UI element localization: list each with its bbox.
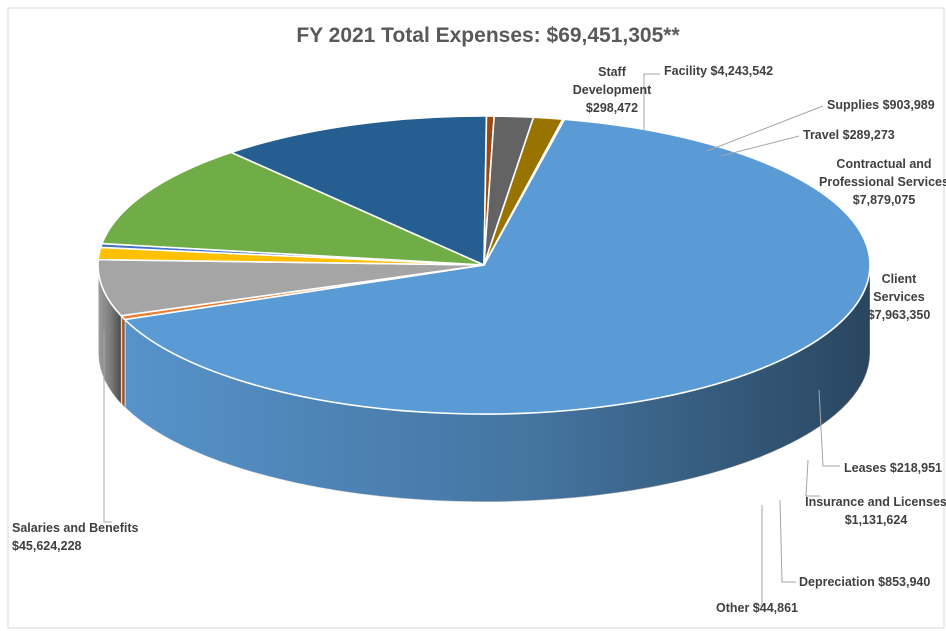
data-label-contractual: $7,879,075 <box>853 193 916 207</box>
leader-lines <box>103 73 840 607</box>
leader-line-facility <box>643 73 660 130</box>
chart-title: FY 2021 Total Expenses: $69,451,305** <box>296 24 680 47</box>
pie-slice-other <box>483 118 566 266</box>
data-label-contractual: Contractual and <box>836 157 931 171</box>
data-label-insurance: $1,131,624 <box>845 513 908 527</box>
data-label-staff: $298,472 <box>586 101 638 115</box>
data-label-facility: Facility $4,243,542 <box>664 64 773 78</box>
leader-line-travel <box>720 135 800 157</box>
data-label-travel: Travel $289,273 <box>803 128 895 142</box>
chart-frame <box>7 7 945 629</box>
leader-line-salaries <box>103 330 112 523</box>
data-label-other: Other $44,861 <box>716 601 798 615</box>
pie-slice-facility <box>97 258 485 317</box>
pie-slice-contractual-and-professional-services <box>101 151 485 266</box>
pie-slice-salaries-and-benefits <box>123 118 871 415</box>
pie-side-shade-salaries-and-benefits <box>124 265 871 502</box>
data-label-leases: Leases $218,951 <box>844 461 942 475</box>
pie-side-shade-staff-development <box>121 315 125 408</box>
data-label-supplies: Supplies $903,989 <box>827 98 935 112</box>
data-label-staff: Development <box>573 83 652 97</box>
pie-slice-client-services <box>230 115 488 266</box>
leader-line-other <box>758 505 763 607</box>
leader-line-insurance <box>805 459 820 497</box>
data-label-staff: Staff <box>598 65 627 79</box>
leader-line-depreciation <box>779 499 796 583</box>
data-label-depreciation: Depreciation $853,940 <box>799 575 930 589</box>
data-labels: Salaries and Benefits $45,624,228 Staff Dev… <box>12 64 946 615</box>
data-label-salaries: $45,624,228 <box>12 539 82 553</box>
data-label-contractual: Professional Services <box>819 175 946 189</box>
leader-line-leases <box>818 389 840 467</box>
pie-top-slices <box>97 115 871 415</box>
data-label-salaries: Salaries and Benefits <box>12 521 138 535</box>
leader-line-supplies <box>706 105 824 152</box>
data-label-client: Client <box>882 272 918 286</box>
data-label-client: $7,963,350 <box>868 308 931 322</box>
data-label-client: Services <box>873 290 924 304</box>
data-label-insurance: Insurance and Licenses <box>805 495 946 509</box>
